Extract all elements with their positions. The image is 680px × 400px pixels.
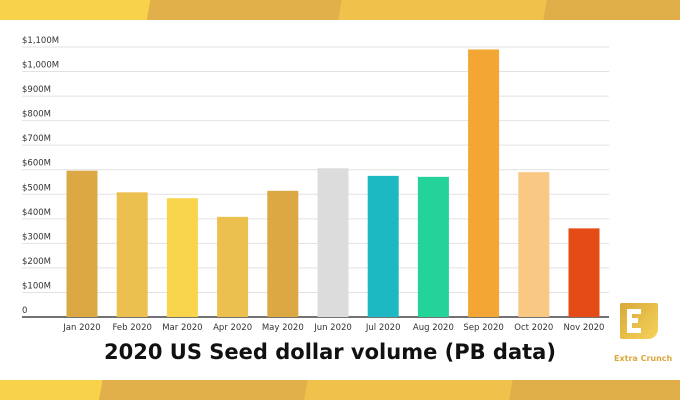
bar-aug-2020: [417, 176, 449, 317]
x-tick-label: May 2020: [262, 323, 304, 333]
x-tick-label: Sep 2020: [463, 323, 503, 333]
y-tick-label: $900M: [22, 85, 51, 95]
bar-jan-2020: [66, 170, 98, 317]
x-tick-label: Jul 2020: [365, 323, 401, 333]
y-tick-label: $400M: [22, 208, 51, 218]
bar-apr-2020: [217, 216, 249, 317]
x-tick-label: Mar 2020: [162, 323, 202, 333]
y-tick-label: $100M: [22, 281, 51, 291]
bar-oct-2020: [518, 172, 550, 317]
y-tick-label: $300M: [22, 232, 51, 242]
logo-text: Extra Crunch: [614, 354, 673, 363]
y-tick-label: $700M: [22, 134, 51, 144]
bar-mar-2020: [166, 198, 198, 317]
logo-e-icon: [627, 309, 641, 333]
x-tick-label: Apr 2020: [213, 323, 252, 333]
bar-nov-2020: [568, 228, 600, 317]
bar-feb-2020: [116, 192, 148, 317]
bar-jul-2020: [367, 175, 399, 317]
bar-jun-2020: [317, 168, 349, 317]
extra-crunch-logo: [620, 303, 658, 339]
y-tick-label: $500M: [22, 183, 51, 193]
y-tick-label: 0: [22, 306, 27, 316]
y-tick-label: $800M: [22, 110, 51, 120]
bottom-decorative-stripe: [0, 380, 680, 400]
x-tick-label: Oct 2020: [514, 323, 553, 333]
x-tick-label: Jan 2020: [62, 323, 100, 333]
chart-title: 2020 US Seed dollar volume (PB data): [104, 340, 556, 364]
bar-sep-2020: [468, 49, 500, 318]
y-tick-label: $600M: [22, 159, 51, 169]
y-tick-label: $1,100M: [22, 36, 59, 46]
x-tick-label: Aug 2020: [413, 323, 454, 333]
top-decorative-stripe: [0, 0, 680, 20]
x-tick-label: Jun 2020: [313, 323, 352, 333]
bar-may-2020: [267, 190, 299, 317]
y-tick-label: $200M: [22, 257, 51, 267]
bar-chart: 0 $100M $200M $300M $400M $500M $600M $700M $800…: [22, 36, 609, 333]
x-tick-label: Feb 2020: [113, 323, 152, 333]
y-tick-label: $1,000M: [22, 61, 59, 71]
x-tick-label: Nov 2020: [564, 323, 605, 333]
